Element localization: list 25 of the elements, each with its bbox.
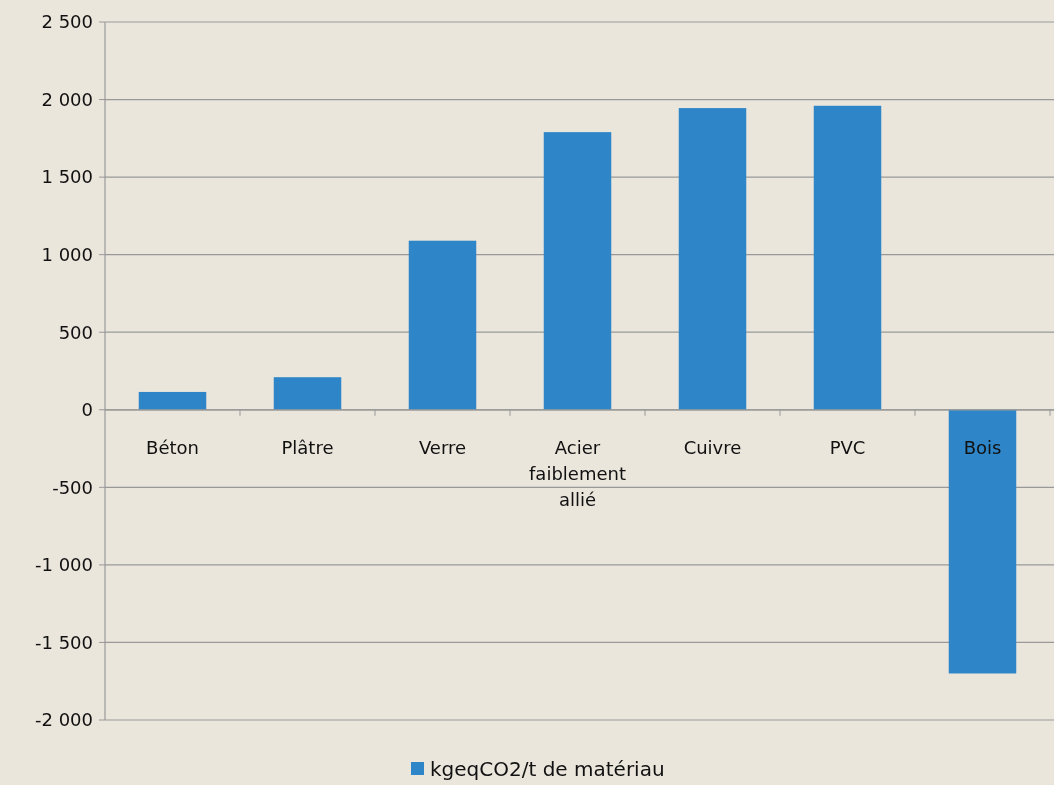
y-tick-label: -1 500 (34, 631, 93, 653)
x-tick-label: Acier faiblement allié (529, 436, 626, 510)
y-tick-label: 500 (58, 321, 93, 343)
y-tick-label: 2 000 (41, 88, 93, 110)
bar (948, 409, 1017, 674)
bar (273, 377, 342, 410)
bar (678, 108, 747, 410)
x-tick-label: Plâtre (281, 436, 334, 458)
y-tick-label: 0 (81, 399, 93, 421)
y-tick-label: 1 000 (41, 243, 93, 265)
legend-label: kgeqCO2/t de matériau (430, 757, 665, 781)
y-tick-label: -1 000 (34, 554, 93, 576)
bar (138, 391, 207, 410)
bar (543, 132, 612, 410)
bar (813, 105, 882, 410)
y-tick-label: -2 000 (34, 709, 93, 731)
y-tick-label: 2 500 (41, 11, 93, 33)
x-tick-label: Cuivre (683, 436, 742, 458)
x-tick-label: Bois (963, 436, 1002, 458)
x-tick-label: PVC (829, 436, 866, 458)
y-tick-label: 1 500 (41, 166, 93, 188)
x-tick-label: Verre (418, 436, 467, 458)
x-tick-label: Béton (146, 436, 199, 458)
bar (408, 240, 477, 410)
y-tick-label: -500 (52, 476, 93, 498)
